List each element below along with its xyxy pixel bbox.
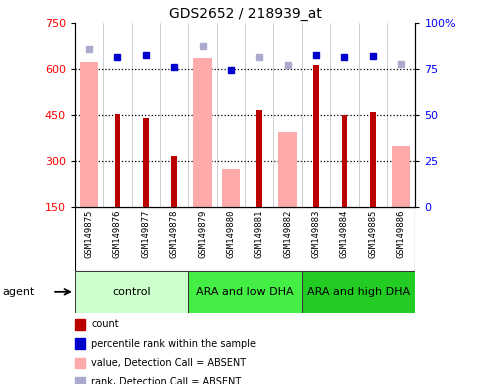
- Text: GSM149881: GSM149881: [255, 209, 264, 258]
- Title: GDS2652 / 218939_at: GDS2652 / 218939_at: [169, 7, 322, 21]
- Text: count: count: [91, 319, 119, 329]
- Text: GSM149884: GSM149884: [340, 209, 349, 258]
- Bar: [193, 58, 212, 207]
- Text: agent: agent: [2, 287, 35, 297]
- Bar: [75, 207, 415, 271]
- Bar: [171, 156, 177, 207]
- Text: GSM149882: GSM149882: [283, 209, 292, 258]
- Text: GSM149885: GSM149885: [369, 209, 377, 258]
- Text: control: control: [113, 287, 151, 297]
- Text: GSM149877: GSM149877: [142, 209, 150, 258]
- Bar: [75, 271, 188, 313]
- Text: ARA and high DHA: ARA and high DHA: [307, 287, 410, 297]
- Text: GSM149883: GSM149883: [312, 209, 321, 258]
- Bar: [302, 271, 415, 313]
- Bar: [188, 271, 302, 313]
- Text: GSM149880: GSM149880: [227, 209, 235, 258]
- Bar: [313, 65, 319, 207]
- Text: GSM149886: GSM149886: [397, 209, 406, 258]
- Bar: [279, 132, 297, 207]
- Bar: [114, 114, 120, 207]
- Bar: [80, 62, 98, 207]
- Text: percentile rank within the sample: percentile rank within the sample: [91, 339, 256, 349]
- Bar: [370, 111, 376, 207]
- Text: GSM149875: GSM149875: [85, 209, 94, 258]
- Bar: [222, 169, 240, 207]
- Text: rank, Detection Call = ABSENT: rank, Detection Call = ABSENT: [91, 377, 242, 384]
- Text: GSM149876: GSM149876: [113, 209, 122, 258]
- Bar: [341, 114, 347, 207]
- Text: GSM149879: GSM149879: [198, 209, 207, 258]
- Bar: [256, 110, 262, 207]
- Bar: [392, 146, 411, 207]
- Text: ARA and low DHA: ARA and low DHA: [196, 287, 294, 297]
- Bar: [143, 118, 149, 207]
- Text: value, Detection Call = ABSENT: value, Detection Call = ABSENT: [91, 358, 246, 368]
- Text: GSM149878: GSM149878: [170, 209, 179, 258]
